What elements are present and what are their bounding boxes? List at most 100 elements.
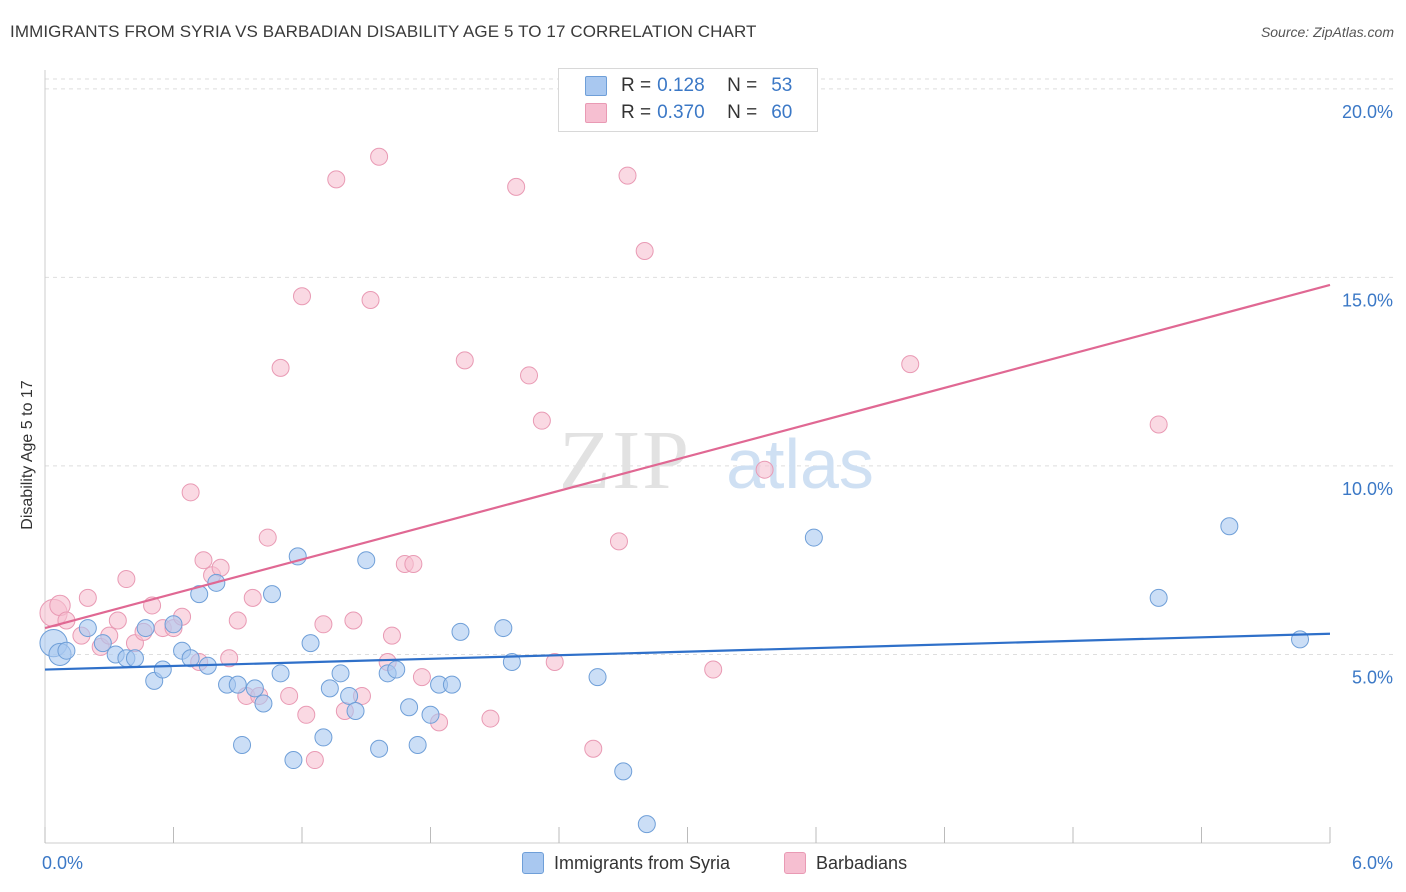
barbadians-point — [901, 355, 920, 374]
syria-points — [39, 517, 1310, 834]
syria-point — [1149, 588, 1168, 607]
syria-point — [263, 585, 282, 604]
syria-point — [245, 679, 264, 698]
barbadians-point — [361, 291, 380, 310]
barbadians-point — [305, 751, 324, 770]
chart-title: IMMIGRANTS FROM SYRIA VS BARBADIAN DISAB… — [10, 22, 757, 41]
syria-point — [614, 762, 633, 781]
syria-point — [357, 551, 376, 570]
legend-r-label: R = — [621, 102, 652, 123]
barbadians-point — [455, 351, 474, 370]
syria-point — [804, 528, 823, 547]
barbadians-point — [211, 558, 230, 577]
barbadians-point — [755, 460, 774, 479]
bottom-legend-label: Immigrants from Syria — [554, 852, 731, 873]
syria-point — [370, 739, 389, 758]
axes — [44, 70, 1331, 844]
syria-point — [442, 675, 461, 694]
syria-point — [400, 698, 419, 717]
barbadians-point — [314, 615, 333, 634]
trend-lines — [44, 283, 1331, 671]
syria-point — [494, 619, 513, 638]
syria-point — [284, 751, 303, 770]
syria-point — [57, 641, 76, 660]
legend-box: R = 0.128 N = 53 R = 0.370 N = 60 — [558, 68, 818, 132]
bottom-legend-syria: Immigrants from Syria — [522, 852, 730, 874]
x-tick-label: 0.0% — [42, 853, 83, 873]
syria-point — [340, 686, 359, 705]
barbadians-point — [344, 611, 363, 630]
syria-point — [271, 664, 290, 683]
watermark: ZIP atlas — [559, 414, 874, 507]
syria-point — [1220, 517, 1239, 536]
legend-r-value: 0.370 — [657, 102, 705, 123]
bottom-legend-swatch-blue — [522, 852, 544, 874]
barbadians-point — [704, 660, 723, 679]
syria-point — [451, 622, 470, 641]
bottom-legend-barbadians: Barbadians — [784, 852, 907, 874]
y-tick-label: 5.0% — [1352, 667, 1393, 687]
legend-swatch-pink — [585, 103, 607, 123]
barbadians-point — [481, 709, 500, 728]
syria-point — [346, 702, 365, 721]
syria-point — [93, 634, 112, 653]
barbadians-trend-line — [44, 283, 1331, 630]
barbadians-point — [271, 358, 290, 377]
bottom-legend-label: Barbadians — [816, 852, 908, 873]
barbadians-point — [258, 528, 277, 547]
barbadians-point — [618, 166, 637, 185]
barbadians-point — [117, 570, 136, 589]
bottom-legend-swatch-pink — [784, 852, 806, 874]
syria-point — [301, 634, 320, 653]
barbadians-point — [382, 626, 401, 645]
legend-row-barbadians: R = 0.370 N = 60 — [585, 101, 792, 125]
barbadians-point — [507, 177, 526, 196]
syria-point — [228, 675, 247, 694]
syria-point — [421, 705, 440, 724]
legend-row-syria: R = 0.128 N = 53 — [585, 74, 792, 98]
tick-labels: 5.0% 10.0% 15.0% 20.0% 0.0% 6.0% — [42, 102, 1393, 873]
barbadians-point — [609, 532, 628, 551]
syria-point — [78, 619, 97, 638]
syria-point — [233, 735, 252, 754]
syria-point — [254, 694, 273, 713]
syria-point — [331, 664, 350, 683]
barbadians-point — [532, 411, 551, 430]
y-tick-label: 20.0% — [1342, 102, 1393, 122]
barbadians-point — [412, 668, 431, 687]
syria-point — [125, 649, 144, 668]
barbadians-point — [327, 170, 346, 189]
barbadians-point — [584, 739, 603, 758]
syria-point — [320, 679, 339, 698]
syria-point — [181, 649, 200, 668]
syria-point — [190, 585, 209, 604]
barbadians-point — [635, 241, 654, 260]
legend-r-label: R = — [621, 75, 652, 96]
syria-point — [164, 615, 183, 634]
syria-point — [314, 728, 333, 747]
legend-n-label: N = — [727, 102, 758, 123]
barbadians-point — [280, 686, 299, 705]
legend-n-label: N = — [727, 75, 758, 96]
legend-n-value: 60 — [771, 102, 793, 123]
legend-r-value: 0.128 — [657, 75, 705, 96]
syria-point — [387, 660, 406, 679]
barbadians-point — [220, 649, 239, 668]
source-label: Source: ZipAtlas.com — [1260, 24, 1394, 40]
syria-point — [136, 619, 155, 638]
syria-trend-line — [44, 632, 1331, 671]
y-tick-label: 10.0% — [1342, 479, 1393, 499]
syria-point — [408, 735, 427, 754]
barbadians-point — [228, 611, 247, 630]
watermark-atlas: atlas — [726, 425, 874, 503]
barbadians-point — [520, 366, 539, 385]
barbadians-point — [293, 287, 311, 306]
syria-point — [588, 668, 607, 687]
barbadians-point — [78, 588, 97, 607]
x-tick-label: 6.0% — [1352, 853, 1393, 873]
legend-swatch-blue — [585, 76, 607, 96]
watermark-zip: ZIP — [559, 414, 691, 507]
syria-point — [153, 660, 172, 679]
barbadians-point — [404, 554, 423, 573]
